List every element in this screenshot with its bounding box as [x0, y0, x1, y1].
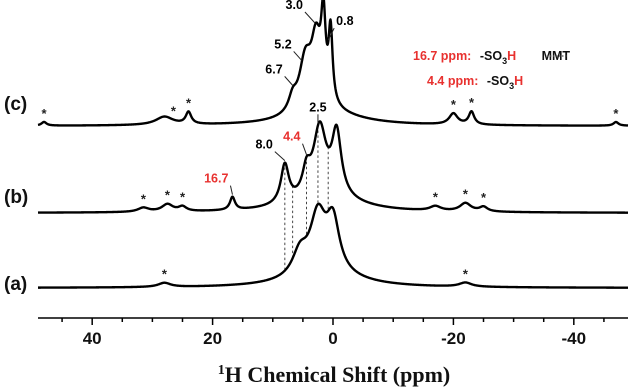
sideband-marker-0: *	[162, 267, 168, 282]
peak-label-8: 16.7	[204, 172, 228, 186]
peak-label-7: 8.0	[255, 138, 272, 152]
peak-leader-2	[304, 11, 316, 24]
sideband-marker-13: *	[613, 106, 619, 121]
legend-note-2-ppm: 4.4 ppm:	[427, 74, 478, 88]
spectrum-b	[37, 120, 629, 214]
sideband-marker-3: *	[165, 188, 171, 203]
x-tick-label--40: -40	[562, 329, 587, 348]
trace-label-b: (b)	[4, 187, 28, 208]
peak-leader-6	[302, 143, 307, 155]
x-axis-title: 1H Chemical Shift (ppm)	[218, 362, 451, 387]
sideband-marker-2: *	[141, 191, 147, 206]
x-tick-label-0: 0	[328, 329, 337, 348]
peak-leader-3	[293, 51, 303, 61]
spectrum-c	[37, 0, 629, 127]
sideband-marker-12: *	[469, 95, 475, 110]
sideband-marker-9: *	[171, 104, 177, 119]
trace-label-a: (a)	[4, 274, 27, 295]
trace-label-c: (c)	[4, 94, 27, 115]
peak-label-3: 5.2	[274, 37, 291, 51]
peak-label-4: 6.7	[265, 62, 282, 76]
peak-leader-4	[284, 76, 294, 86]
sideband-marker-5: *	[433, 190, 439, 205]
sideband-marker-6: *	[463, 187, 469, 202]
sideband-marker-10: *	[186, 95, 192, 110]
x-tick-label-20: 20	[203, 329, 222, 348]
legend-note-1-ppm: 16.7 ppm:	[413, 49, 471, 63]
legend-notes: 16.7 ppm: -SO3H MMT 4.4 ppm: -SO3H	[413, 49, 570, 91]
sideband-marker-11: *	[451, 97, 457, 112]
x-tick-label--20: -20	[441, 329, 466, 348]
guide-lines	[284, 125, 329, 271]
x-axis: 40 20 0 -20 -40	[38, 317, 628, 348]
peak-leader-1	[327, 27, 335, 41]
peak-label-2: 3.0	[286, 0, 303, 12]
peak-leader-7	[274, 151, 286, 162]
sideband-marker-7: *	[481, 190, 487, 205]
sideband-marker-8: *	[41, 106, 47, 121]
peak-leader-8	[229, 185, 233, 195]
sideband-markers: * * * * * * * * * * * * * *	[41, 95, 619, 282]
peak-label-5: 2.5	[309, 100, 326, 114]
legend-note-2: 4.4 ppm: -SO3H	[427, 74, 523, 91]
legend-note-1: 16.7 ppm: -SO3H MMT	[413, 49, 570, 66]
spectra: (a) (b) (c)	[4, 0, 629, 295]
spectrum-a	[37, 202, 629, 289]
sideband-marker-1: *	[463, 266, 469, 281]
sideband-marker-4: *	[180, 190, 186, 205]
peak-label-6: 4.4	[283, 130, 300, 144]
peak-label-1: 0.8	[336, 14, 353, 28]
x-tick-label-40: 40	[83, 329, 102, 348]
peak-annotations: 1.80.83.05.26.72.54.48.016.7	[204, 0, 354, 195]
